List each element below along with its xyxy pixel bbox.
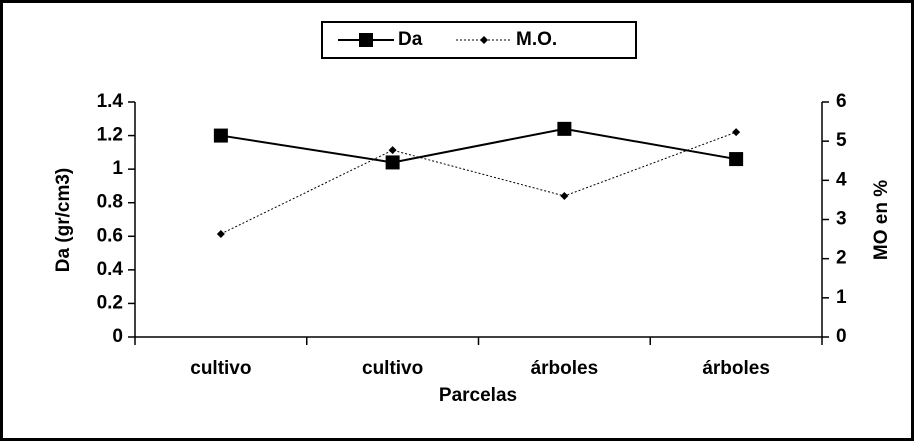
y-tick-label: 0.4 bbox=[97, 259, 124, 280]
y-tick-label: 1 bbox=[112, 158, 123, 179]
legend-label: M.O. bbox=[516, 29, 557, 50]
y2-tick-label: 3 bbox=[836, 209, 847, 230]
x-tick-label: árboles bbox=[702, 358, 770, 379]
x-tick-label: cultivo bbox=[190, 358, 251, 379]
y2-tick-label: 1 bbox=[836, 287, 847, 308]
marker-diamond bbox=[216, 229, 225, 238]
y2-tick-label: 5 bbox=[836, 130, 847, 151]
x-tick-label: árboles bbox=[531, 358, 599, 379]
x-axis-label: Parcelas bbox=[439, 385, 517, 406]
series-line bbox=[220, 127, 737, 164]
y-tick-label: 0.8 bbox=[97, 192, 123, 213]
y-tick-label: 1.2 bbox=[97, 125, 123, 146]
marker-square bbox=[557, 121, 572, 136]
marker-square bbox=[385, 155, 400, 170]
y-tick-label: 1.4 bbox=[97, 91, 124, 112]
y-tick-label: 0.2 bbox=[97, 292, 123, 313]
y-tick-label: 0.6 bbox=[97, 225, 123, 246]
legend-marker bbox=[359, 33, 373, 47]
marker-square bbox=[213, 128, 228, 143]
series-line bbox=[220, 131, 737, 235]
y-axis-label: Da (gr/cm3) bbox=[53, 168, 74, 273]
y2-axis-label: MO en % bbox=[871, 180, 892, 260]
y2-tick-label: 0 bbox=[836, 326, 847, 347]
y2-tick-label: 2 bbox=[836, 248, 847, 269]
legend-label: Da bbox=[398, 29, 423, 50]
marker-diamond bbox=[388, 146, 397, 155]
legend-marker bbox=[480, 36, 488, 44]
x-tick-label: cultivo bbox=[362, 358, 423, 379]
marker-square bbox=[729, 152, 744, 167]
y2-tick-label: 4 bbox=[836, 169, 847, 190]
marker-diamond bbox=[560, 192, 569, 200]
marker-diamond bbox=[732, 128, 741, 137]
y2-tick-label: 6 bbox=[836, 91, 847, 112]
y-tick-label: 0 bbox=[112, 326, 123, 347]
